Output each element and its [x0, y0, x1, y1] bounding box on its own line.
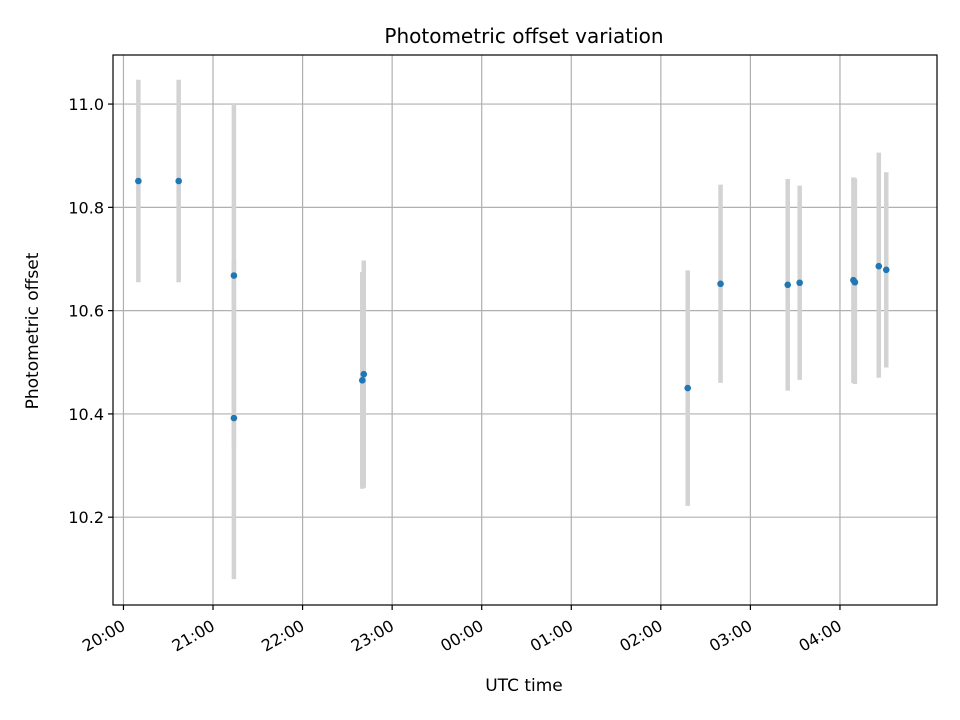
data-points	[135, 177, 890, 422]
error-bars	[136, 79, 889, 580]
x-tick-label: 03:00	[706, 616, 755, 656]
data-point	[717, 280, 724, 288]
y-axis-ticks: 10.2 10.4 10.6 10.8 11.0	[68, 95, 113, 527]
y-tick-label: 11.0	[68, 95, 104, 114]
y-tick-label: 10.8	[68, 198, 104, 217]
x-tick-label: 01:00	[527, 616, 576, 656]
x-axis-ticks: 20:00 21:00 22:00 23:00 00:00 01:00 02:00 03:00…	[79, 605, 845, 656]
data-point	[358, 377, 366, 384]
grid	[113, 55, 937, 605]
data-point	[796, 279, 803, 287]
x-axis-label: UTC time	[485, 676, 563, 696]
x-tick-label: 20:00	[79, 616, 128, 656]
x-tick-label: 00:00	[437, 616, 486, 656]
x-tick-label: 02:00	[616, 616, 665, 656]
y-tick-label: 10.6	[68, 302, 104, 321]
y-tick-label: 10.4	[68, 405, 104, 424]
data-point	[875, 262, 883, 270]
y-axis-label: Photometric offset	[23, 252, 43, 409]
x-tick-label: 04:00	[796, 616, 845, 656]
chart-title: Photometric offset variation	[384, 24, 663, 48]
data-point	[360, 370, 368, 378]
x-tick-label: 22:00	[258, 616, 307, 656]
data-point	[684, 384, 692, 392]
data-point	[851, 278, 859, 286]
x-tick-label: 23:00	[348, 616, 397, 656]
data-point	[882, 266, 890, 274]
data-point	[135, 177, 142, 185]
data-point	[175, 177, 182, 185]
data-point	[784, 281, 792, 289]
x-tick-label: 21:00	[169, 616, 218, 656]
y-tick-label: 10.2	[68, 508, 104, 527]
data-point	[230, 414, 238, 422]
data-point	[230, 272, 238, 279]
plot-frame	[112, 54, 938, 606]
